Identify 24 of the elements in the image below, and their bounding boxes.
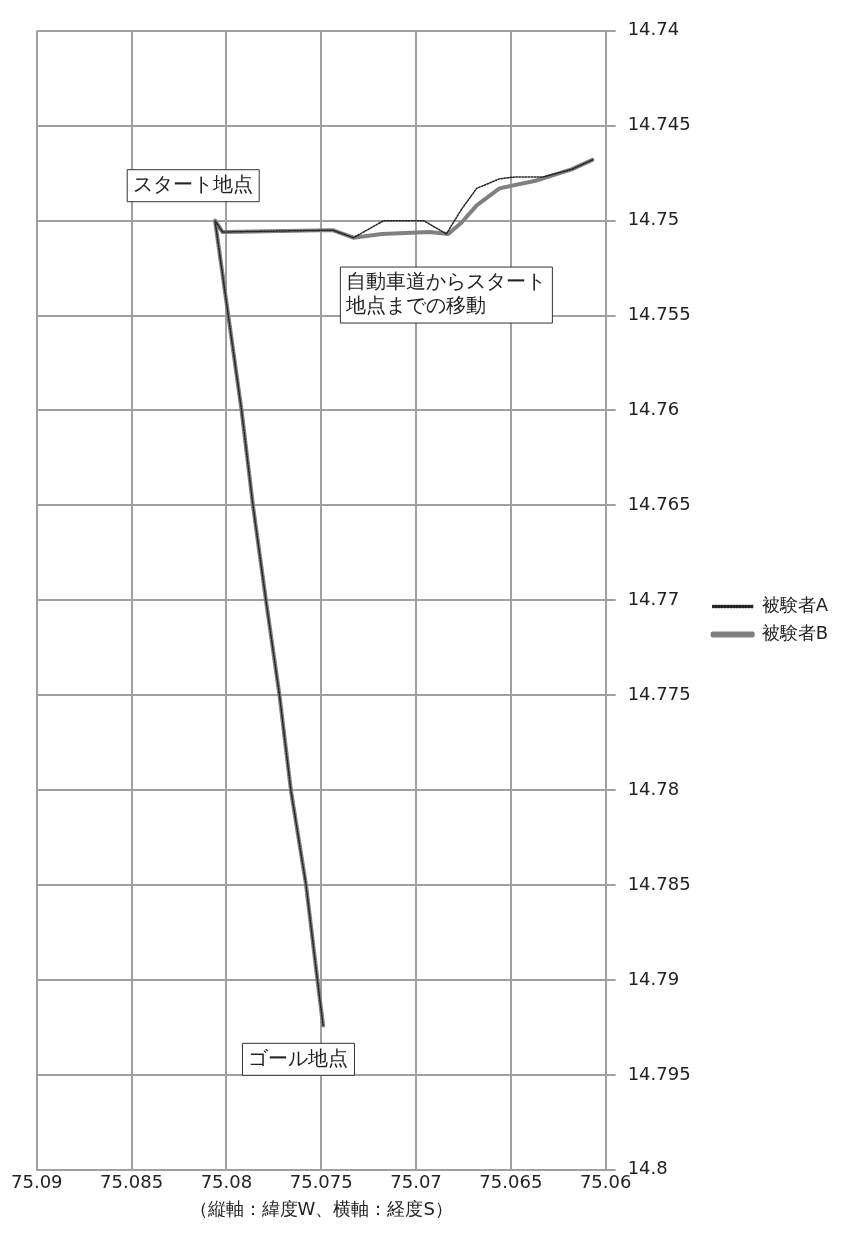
x-tick-label: 75.07 — [390, 1171, 442, 1193]
x-tick-label: 75.08 — [200, 1171, 253, 1193]
y-tick-label: 14.745 — [627, 113, 691, 135]
legend-label: 被験者A — [761, 594, 829, 616]
y-tick-label: 14.74 — [627, 18, 680, 40]
annotation: ゴール地点 — [248, 1045, 349, 1070]
y-tick-label: 14.765 — [627, 493, 691, 515]
x-axis-title: （縦軸：緯度W、横軸：経度S） — [189, 1197, 453, 1219]
y-tick-label: 14.75 — [627, 208, 680, 230]
x-tick-label: 75.065 — [479, 1171, 543, 1193]
y-tick-label: 14.755 — [627, 303, 691, 325]
y-tick-label: 14.775 — [627, 682, 691, 704]
y-tick-label: 14.77 — [627, 587, 680, 609]
y-tick-label: 14.79 — [627, 967, 680, 989]
y-tick-label: 14.795 — [627, 1062, 691, 1084]
legend-label: 被験者B — [761, 622, 829, 644]
y-tick-label: 14.785 — [627, 872, 691, 894]
x-tick-label: 75.075 — [289, 1171, 353, 1193]
x-tick-label: 75.085 — [100, 1171, 164, 1193]
x-tick-label: 75.09 — [11, 1171, 63, 1193]
annotation: 自動車道からスタート地点までの移動 — [345, 269, 547, 318]
y-tick-label: 14.76 — [627, 398, 680, 420]
annotation: スタート地点 — [133, 171, 254, 196]
y-tick-label: 14.78 — [627, 777, 680, 799]
